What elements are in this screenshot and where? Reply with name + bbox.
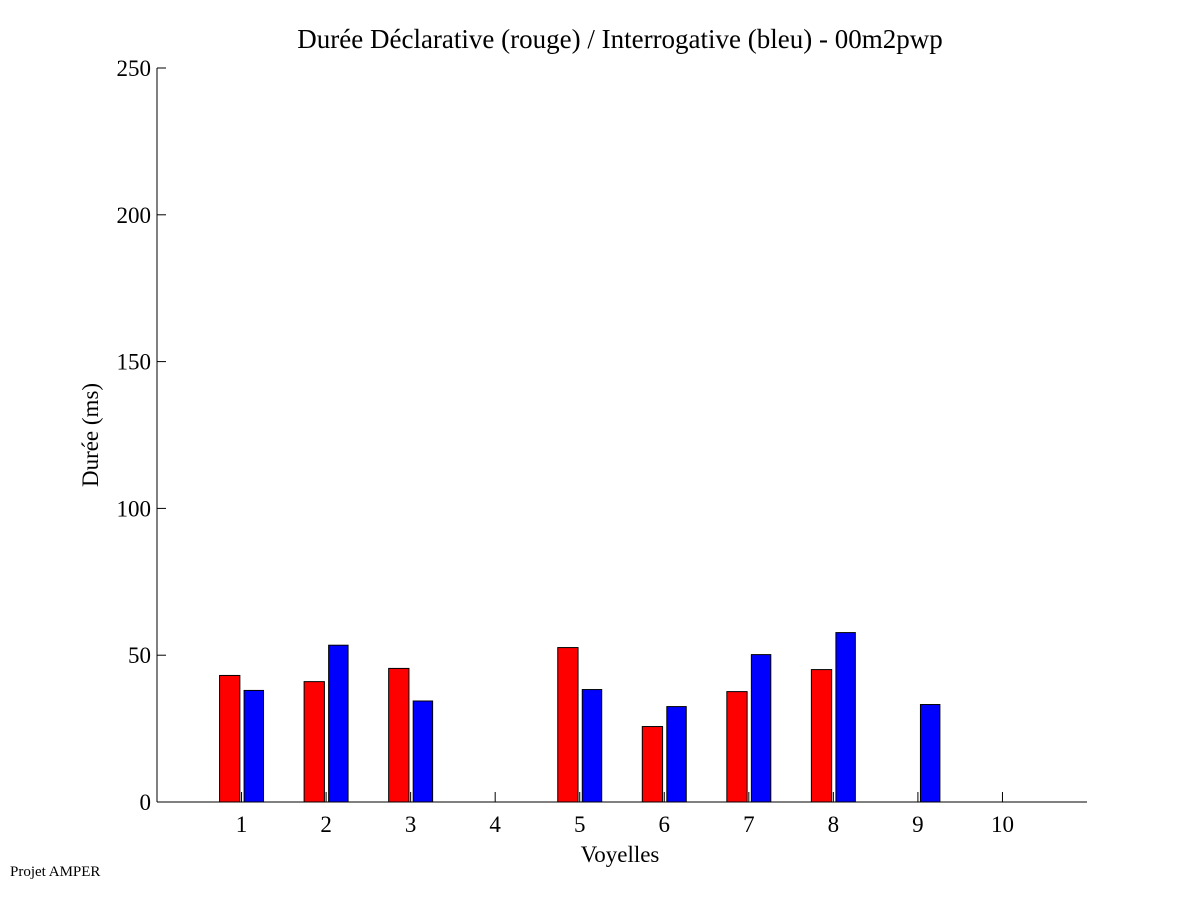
x-tick-label: 1 bbox=[236, 812, 248, 837]
bar-interrogative-3 bbox=[412, 700, 434, 803]
y-tick-label: 200 bbox=[117, 203, 152, 228]
x-axis-label: Voyelles bbox=[581, 842, 660, 867]
x-tick-label: 2 bbox=[320, 812, 332, 837]
x-tick-label: 5 bbox=[574, 812, 586, 837]
x-tick-label: 4 bbox=[489, 812, 501, 837]
x-tick-label: 10 bbox=[991, 812, 1014, 837]
y-axis-label: Durée (ms) bbox=[78, 383, 103, 487]
x-tick-label: 7 bbox=[743, 812, 755, 837]
y-tick-label: 100 bbox=[117, 496, 152, 521]
bar-interrogative-9 bbox=[919, 704, 941, 803]
bar-déclarative-8 bbox=[810, 669, 833, 803]
chart-title: Durée Déclarative (rouge) / Interrogativ… bbox=[297, 24, 942, 54]
x-tick-label: 9 bbox=[912, 812, 924, 837]
bar-interrogative-5 bbox=[581, 689, 603, 803]
bar-interrogative-8 bbox=[835, 632, 856, 803]
x-tick-label: 3 bbox=[405, 812, 417, 837]
bar-interrogative-2 bbox=[328, 644, 349, 803]
x-tick-label: 6 bbox=[659, 812, 671, 837]
bar-interrogative-7 bbox=[750, 654, 772, 803]
y-tick-label: 0 bbox=[140, 790, 152, 815]
y-tick-label: 150 bbox=[117, 350, 152, 375]
x-tick-label: 8 bbox=[828, 812, 840, 837]
bar-interrogative-1 bbox=[243, 689, 265, 803]
y-tick-label: 50 bbox=[128, 643, 151, 668]
bar-déclarative-2 bbox=[303, 681, 325, 803]
bar-interrogative-6 bbox=[666, 706, 687, 803]
bar-déclarative-3 bbox=[388, 667, 410, 803]
bar-déclarative-1 bbox=[219, 674, 241, 803]
bar-déclarative-6 bbox=[641, 726, 664, 803]
y-tick-label: 250 bbox=[117, 56, 152, 81]
footer-label: Projet AMPER bbox=[10, 864, 101, 880]
bar-déclarative-7 bbox=[726, 691, 748, 803]
bar-déclarative-5 bbox=[557, 647, 579, 803]
